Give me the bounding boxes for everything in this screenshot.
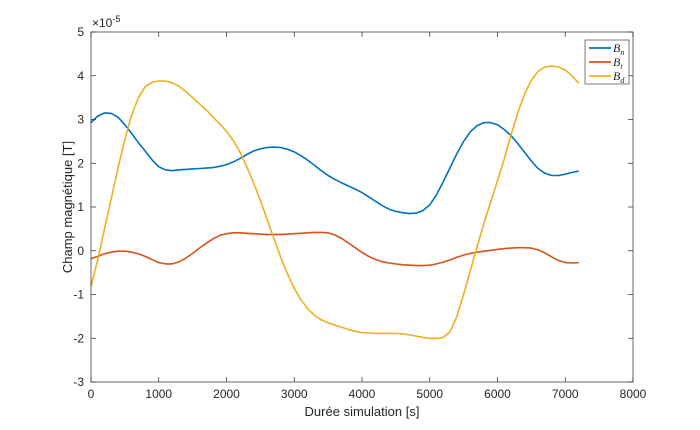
legend-label-Bt: Bt [613, 55, 623, 71]
x-tick-label: 2000 [213, 387, 240, 401]
series-layer [90, 65, 580, 340]
x-tick-label: 5000 [416, 387, 443, 401]
y-tick-label: -1 [73, 288, 84, 302]
x-tick-label: 8000 [620, 387, 647, 401]
y-exponent-label: ×10-5 [92, 14, 120, 30]
x-tick-label: 4000 [349, 387, 376, 401]
x-tick-label: 7000 [552, 387, 579, 401]
y-tick-label: 4 [77, 69, 84, 83]
series-line-Bt [90, 231, 579, 267]
x-tick-label: 0 [88, 387, 95, 401]
x-axis-label: Durée simulation [s] [305, 404, 420, 419]
legend-label-Bn: Bn [613, 41, 624, 57]
y-tick-label: 0 [77, 244, 84, 258]
x-tick-label: 6000 [484, 387, 511, 401]
y-tick-label: 5 [77, 25, 84, 39]
plot-area [91, 32, 633, 382]
y-axis-label: Champ magnétique [T] [60, 141, 75, 273]
y-tick-label: 1 [77, 200, 84, 214]
axes-layer: 0 1000 2000 3000 4000 5000 6000 7000 8000 -3 -2 -1 0… [73, 25, 646, 401]
y-tick-label: -2 [73, 331, 84, 345]
x-tick-label: 1000 [145, 387, 172, 401]
series-line-Bn [90, 112, 579, 215]
y-tick-label: -3 [73, 375, 84, 389]
y-tick-label: 2 [77, 156, 84, 170]
series-line-Bd [90, 65, 580, 340]
y-tick-label: 3 [77, 113, 84, 127]
legend-label-Bd: Bd [613, 69, 625, 85]
x-tick-label: 3000 [281, 387, 308, 401]
